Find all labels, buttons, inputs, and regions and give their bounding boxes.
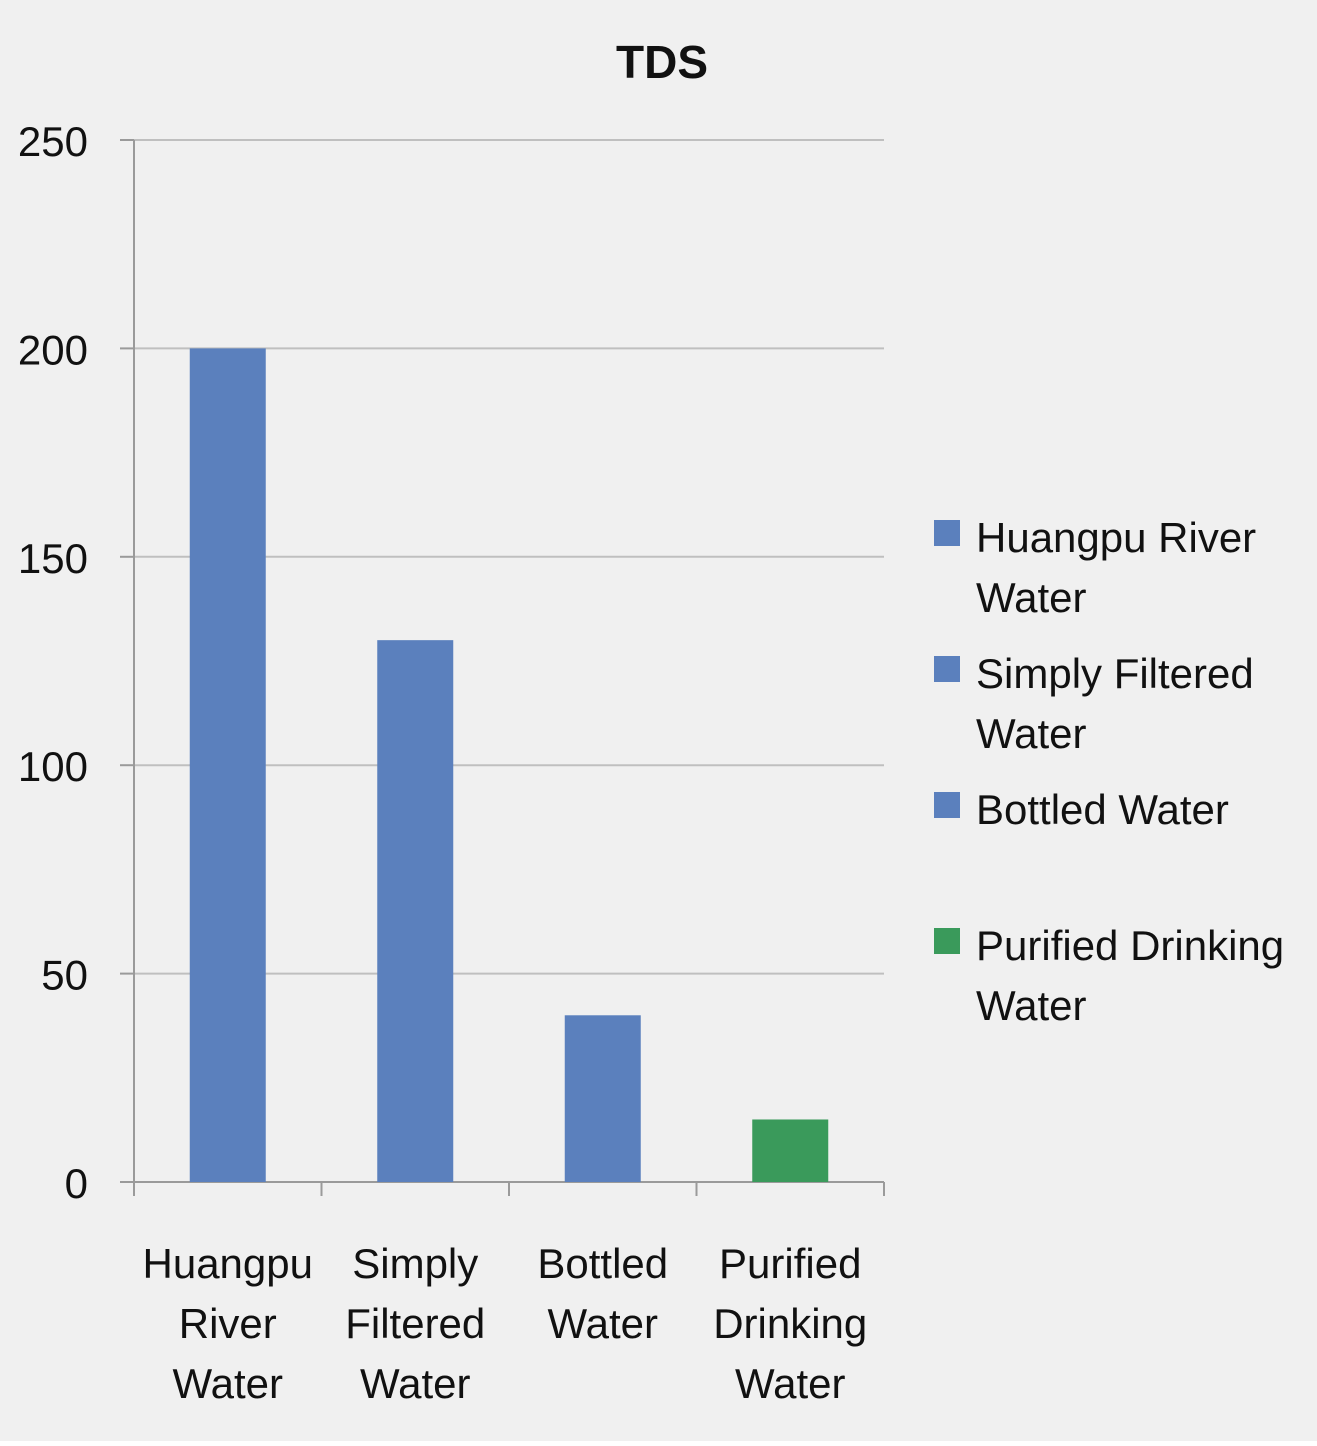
x-tick-labels: Huangpu River Water Simply Filtered Water Bott… (143, 1240, 868, 1407)
x-tick-label: Water (360, 1360, 470, 1407)
legend-swatch (934, 520, 960, 546)
legend: Huangpu River Water Simply Filtered Water Bo… (934, 514, 1284, 1029)
y-tick-label: 100 (18, 743, 88, 790)
legend-label: Water (976, 710, 1086, 757)
y-tick-label: 0 (65, 1160, 88, 1207)
bar (377, 640, 454, 1182)
legend-label: Water (976, 574, 1086, 621)
legend-label: Simply Filtered (976, 650, 1254, 697)
legend-swatch (934, 928, 960, 954)
x-tick-label: Filtered (345, 1300, 485, 1347)
x-tick-label: Purified (719, 1240, 861, 1287)
x-tick-label: Drinking (713, 1300, 867, 1347)
bars (189, 348, 829, 1182)
chart-title: TDS (616, 36, 708, 88)
legend-label: Huangpu River (976, 514, 1256, 561)
y-tick-labels: 0 50 100 150 200 250 (18, 118, 88, 1207)
legend-swatch (934, 792, 960, 818)
x-tick-label: Water (735, 1360, 845, 1407)
legend-swatch (934, 656, 960, 682)
y-tick-label: 150 (18, 535, 88, 582)
bar (564, 1015, 641, 1182)
x-tick-label: Water (548, 1300, 658, 1347)
bar (752, 1119, 829, 1182)
y-tick-label: 250 (18, 118, 88, 165)
bar (189, 348, 266, 1182)
x-tick-label: Bottled (537, 1240, 668, 1287)
legend-label: Water (976, 982, 1086, 1029)
y-tick-label: 200 (18, 326, 88, 373)
x-tick-label: Simply (352, 1240, 478, 1287)
x-tick-label: Huangpu (143, 1240, 313, 1287)
legend-label: Purified Drinking (976, 922, 1284, 969)
y-tick-label: 50 (41, 952, 88, 999)
x-tick-label: River (179, 1300, 277, 1347)
legend-label: Bottled Water (976, 786, 1229, 833)
x-tick-label: Water (173, 1360, 283, 1407)
